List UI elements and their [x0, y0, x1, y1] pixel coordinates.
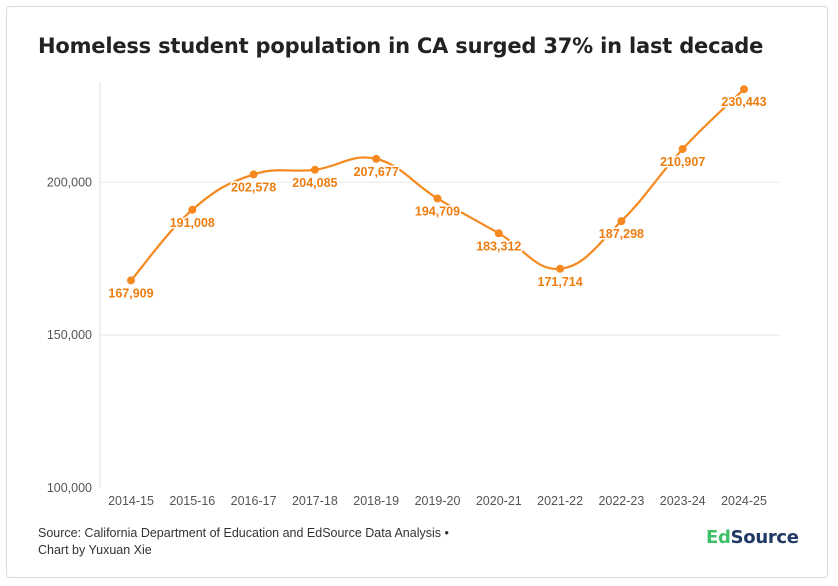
data-point [433, 194, 442, 203]
x-tick-label: 2022-23 [598, 494, 644, 508]
data-label: 167,909 [108, 286, 153, 300]
data-point [188, 205, 197, 214]
data-label: 183,312 [476, 239, 521, 253]
data-point [678, 144, 687, 153]
data-label: 194,709 [415, 204, 460, 218]
x-tick-label: 2017-18 [292, 494, 338, 508]
data-point [494, 229, 503, 238]
x-tick-label: 2014-15 [108, 494, 154, 508]
data-points [127, 85, 748, 285]
x-tick-label: 2015-16 [169, 494, 215, 508]
logo-part-source: Source [730, 527, 799, 548]
y-tick-label: 200,000 [47, 175, 92, 189]
data-point [249, 170, 258, 179]
chart-card [6, 6, 828, 578]
data-label: 204,085 [292, 176, 337, 190]
x-tick-label: 2024-25 [721, 494, 767, 508]
x-tick-label: 2019-20 [415, 494, 461, 508]
data-labels: 167,909 191,008 202,578 204,085 207,677 194,7… [107, 94, 768, 302]
source-line-1: Source: California Department of Educati… [38, 526, 449, 540]
data-label: 207,677 [354, 165, 399, 179]
data-label: 187,298 [599, 227, 644, 241]
source-line-2: Chart by Yuxuan Xie [38, 543, 152, 557]
x-tick-label: 2023-24 [660, 494, 706, 508]
source-note: Source: California Department of Educati… [38, 525, 508, 559]
y-tick-labels: 100,000 150,000 200,000 [47, 175, 92, 495]
data-point [617, 217, 626, 226]
data-point [310, 165, 319, 174]
x-tick-label: 2018-19 [353, 494, 399, 508]
data-point [372, 154, 381, 163]
data-label: 171,714 [538, 275, 583, 289]
x-tick-label: 2020-21 [476, 494, 522, 508]
data-label: 202,578 [231, 180, 276, 194]
x-tick-labels: 2014-15 2015-16 2016-17 2017-18 2018-19 2019-… [108, 494, 767, 508]
gridlines [100, 181, 780, 336]
x-tick-label: 2021-22 [537, 494, 583, 508]
data-point [127, 276, 135, 285]
data-label: 210,907 [660, 155, 705, 169]
y-tick-label: 100,000 [47, 481, 92, 495]
data-label: 191,008 [170, 216, 215, 230]
data-label: 230,443 [721, 95, 766, 109]
data-point [556, 264, 565, 273]
edsource-logo: EdSource [706, 527, 799, 548]
data-point [740, 85, 748, 94]
chart-title: Homeless student population in CA surged… [38, 34, 764, 58]
y-tick-label: 150,000 [47, 328, 92, 342]
logo-part-ed: Ed [706, 527, 731, 548]
series-line [130, 88, 745, 282]
x-tick-label: 2016-17 [231, 494, 277, 508]
